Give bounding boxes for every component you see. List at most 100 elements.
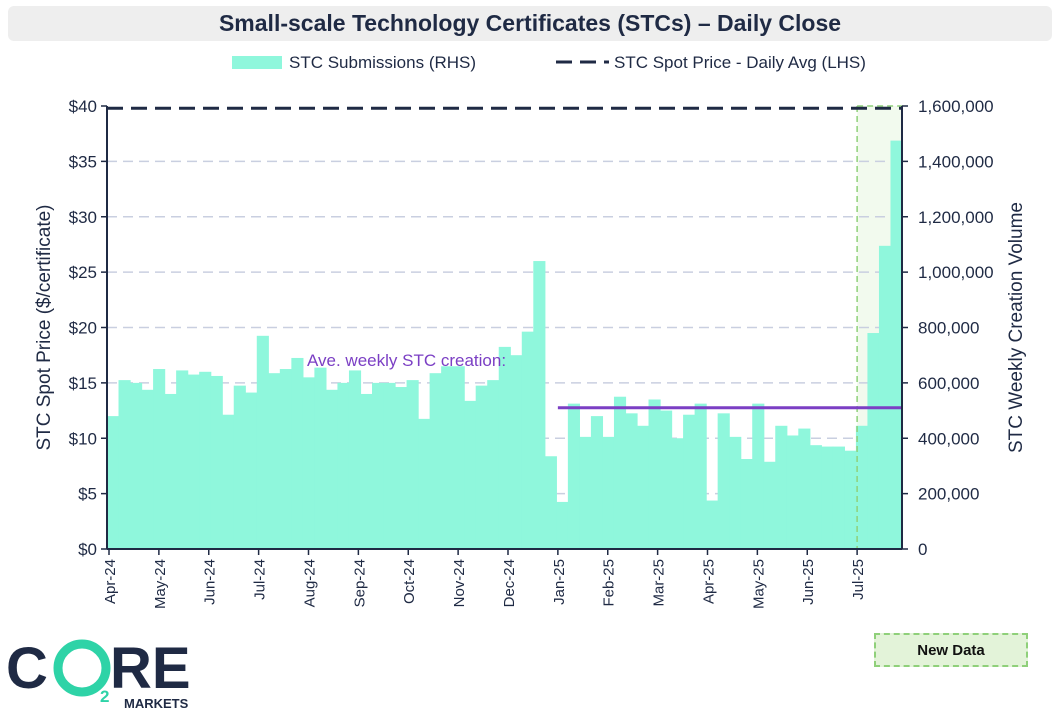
x-tick-label: Jul-25	[850, 559, 867, 600]
legend-bar-label: STC Submissions (RHS)	[289, 53, 476, 72]
x-tick-label: Mar-25	[651, 559, 668, 607]
submission-bar	[464, 400, 477, 549]
right-tick-label: 1,600,000	[918, 97, 994, 116]
submission-bar	[383, 382, 396, 550]
chart-title-bar: Small-scale Technology Certificates (STC…	[8, 6, 1052, 41]
submission-bar	[337, 382, 350, 550]
submission-bar	[832, 446, 845, 549]
x-tick-label: Jun-24	[202, 559, 219, 605]
submission-bar	[441, 366, 454, 549]
submission-bar	[683, 414, 696, 549]
submission-bar	[729, 436, 742, 549]
submission-bar	[418, 418, 431, 549]
submission-bar	[268, 373, 281, 549]
x-tick-label: Sep-24	[351, 559, 368, 607]
x-tick-label: Jul-24	[252, 559, 269, 600]
submission-bar	[233, 385, 246, 549]
submission-bar	[556, 501, 569, 549]
left-tick-label: $35	[69, 152, 97, 171]
chart-title: Small-scale Technology Certificates (STC…	[218, 10, 842, 36]
x-tick-label: Apr-24	[102, 559, 119, 604]
submission-bar	[360, 393, 373, 549]
x-tick-label: Jan-25	[551, 559, 568, 605]
submission-bar	[533, 261, 546, 549]
submission-bar	[763, 461, 776, 549]
logo-letters-re: RE	[110, 636, 191, 701]
submission-bar	[510, 355, 523, 549]
submission-bar	[821, 446, 834, 549]
left-tick-label: $5	[78, 485, 97, 504]
x-tick-label: Dec-24	[501, 559, 518, 607]
submission-bar	[130, 382, 143, 550]
left-tick-label: $25	[69, 263, 97, 282]
new-data-badge: New Data	[874, 633, 1028, 667]
submission-bar	[256, 335, 269, 549]
submission-bar	[602, 436, 615, 549]
submission-bar	[878, 245, 892, 549]
right-tick-label: 800,000	[918, 319, 979, 338]
right-tick-label: 600,000	[918, 374, 979, 393]
legend-bar-swatch	[232, 56, 282, 69]
submission-bar	[302, 377, 315, 549]
left-tick-label: $10	[69, 429, 97, 448]
submission-bar	[498, 346, 511, 549]
logo-o-ring	[53, 639, 111, 697]
left-tick-label: $15	[69, 374, 97, 393]
submission-bar	[291, 357, 304, 549]
x-tick-label: Nov-24	[451, 559, 468, 607]
right-tick-label: 1,200,000	[918, 208, 994, 227]
submission-bar	[660, 410, 673, 549]
submission-bar	[107, 416, 120, 549]
x-tick-label: Apr-25	[700, 559, 717, 604]
logo-subscript: 2	[100, 687, 109, 706]
left-tick-label: $0	[78, 540, 97, 559]
submission-bar	[648, 399, 661, 549]
submission-bar	[118, 380, 131, 549]
x-tick-label: May-24	[152, 559, 169, 609]
submission-bar	[199, 371, 212, 549]
legend-line-label: STC Spot Price - Daily Avg (LHS)	[614, 53, 866, 72]
submission-bar	[314, 367, 327, 549]
submission-bar	[521, 331, 534, 549]
right-tick-label: 200,000	[918, 485, 979, 504]
submission-bar	[671, 438, 684, 549]
average-creation-label: Ave. weekly STC creation:	[307, 351, 506, 370]
right-tick-label: 1,400,000	[918, 152, 994, 171]
submission-bar	[867, 333, 880, 549]
submission-bar	[279, 369, 292, 549]
submission-bar	[752, 403, 765, 549]
submission-bar	[164, 393, 177, 549]
submission-bar	[613, 396, 627, 549]
submission-bar	[590, 416, 604, 549]
right-axis-title: STC Weekly Creation Volume	[1006, 202, 1027, 453]
submission-bar	[694, 403, 707, 549]
submission-bar	[625, 413, 638, 549]
logo-letter-c: C	[6, 636, 48, 701]
logo-tagline: MARKETS	[124, 696, 189, 711]
submission-bar	[890, 140, 903, 550]
submission-bar	[717, 413, 730, 549]
x-tick-label: Aug-24	[301, 559, 318, 607]
submission-bar	[452, 366, 465, 549]
submission-bar	[176, 370, 189, 549]
left-tick-label: $40	[69, 97, 97, 116]
x-tick-label: Oct-24	[401, 559, 418, 604]
submission-bar	[222, 414, 235, 549]
left-tick-label: $30	[69, 208, 97, 227]
submission-bar	[406, 380, 419, 549]
submission-bar	[844, 450, 857, 549]
submission-bar	[429, 373, 442, 549]
submission-bar	[141, 389, 154, 549]
right-tick-label: 1,000,000	[918, 263, 994, 282]
submission-bar	[475, 385, 488, 549]
left-tick-label: $20	[69, 319, 97, 338]
x-tick-label: Jun-25	[800, 559, 817, 605]
submission-bar	[786, 435, 799, 549]
submission-bar	[809, 445, 822, 549]
submission-bar	[245, 392, 258, 549]
submission-bar	[544, 456, 557, 549]
submission-bar	[325, 389, 339, 549]
submission-bar	[567, 403, 580, 549]
submission-bar	[855, 425, 869, 549]
